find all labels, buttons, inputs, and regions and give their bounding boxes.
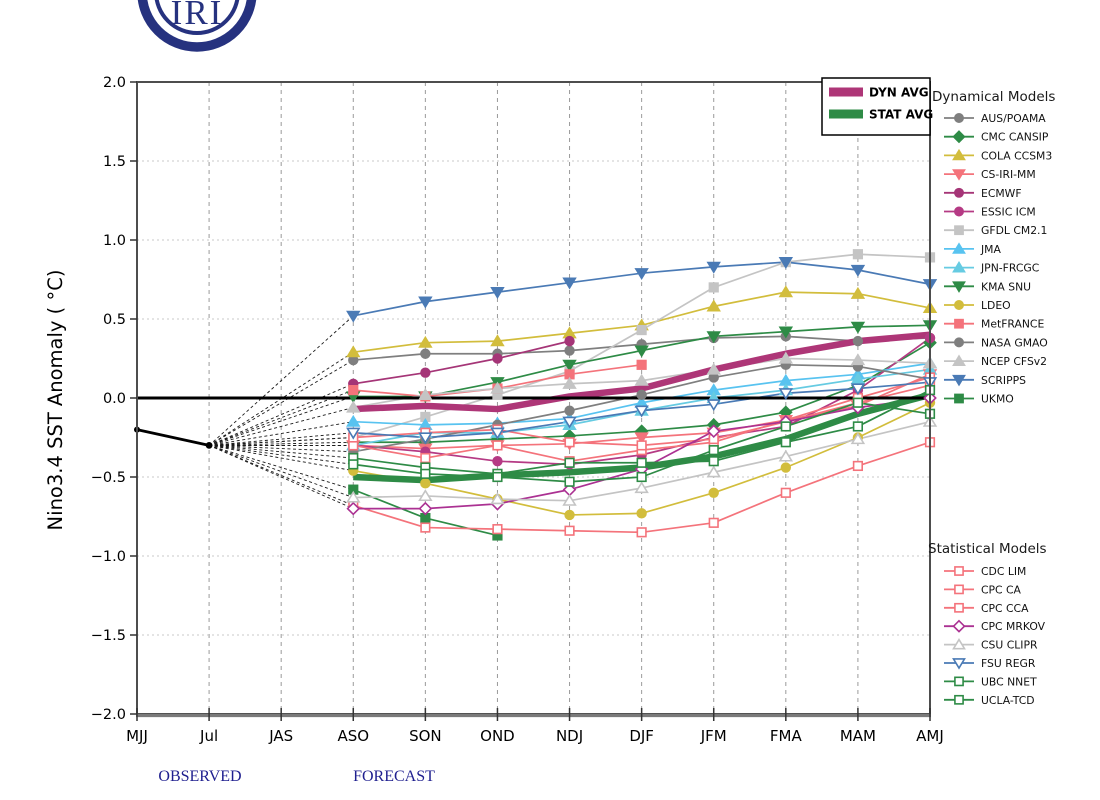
legend-item-label: NASA GMAO (981, 336, 1048, 349)
y-tick-label: −2.0 (91, 707, 126, 723)
x-tick-label: JFM (700, 727, 727, 745)
legend-item: CPC MRKOV (944, 619, 1046, 633)
legend-heading: Dynamical Models (932, 89, 1055, 105)
legend-item-label: CPC CA (981, 583, 1022, 596)
period-labels: OBSERVED FORECAST (158, 768, 435, 785)
observed-line (134, 426, 213, 449)
dynamical-models-legend: Dynamical Models AUS/POAMA CMC CANSIP COLA … (932, 89, 1055, 406)
y-tick-label: −1.0 (91, 549, 126, 565)
legend-item-label: SCRIPPS (981, 374, 1026, 387)
legend-item: CSU CLIPR (944, 638, 1038, 652)
legend-item-label: COLA CCSM3 (981, 149, 1052, 162)
legend-item: CPC CA (944, 583, 1022, 596)
legend-item-label: CS-IRI-MM (981, 168, 1036, 181)
x-tick-label: JAS (268, 727, 293, 745)
legend-item-label: CPC MRKOV (981, 620, 1046, 633)
x-tick-label: OND (480, 727, 515, 745)
forecast-fan-lines (208, 315, 354, 510)
legend-item: CPC CCA (944, 602, 1029, 615)
legend-item-label: JMA (980, 243, 1001, 256)
y-tick-label: 0.0 (103, 391, 126, 407)
legend-item: GFDL CM2.1 (944, 224, 1047, 237)
legend-item: ECMWF (944, 187, 1022, 200)
legend-item: UKMO (944, 393, 1014, 406)
legend-item-label: CPC CCA (981, 602, 1029, 615)
legend-item-label: CDC LIM (981, 565, 1026, 578)
legend-item: MetFRANCE (944, 318, 1044, 331)
statistical-models-legend: Statistical Models CDC LIM CPC CA CPC CCA CP… (928, 541, 1047, 707)
legend-item: COLA CCSM3 (944, 148, 1052, 162)
legend-item-label: JPN-FRCGC (980, 262, 1039, 275)
legend-item-label: CSU CLIPR (981, 639, 1038, 652)
x-tick-label: FMA (770, 727, 803, 745)
legend-item: LDEO (944, 299, 1011, 312)
observed-label: OBSERVED (158, 768, 241, 785)
x-tick-label: NDJ (556, 727, 583, 745)
x-tick-label: AMJ (916, 727, 944, 745)
legend-item-label: GFDL CM2.1 (981, 224, 1047, 237)
legend-item: JPN-FRCGC (944, 261, 1039, 275)
legend-item: AUS/POAMA (944, 112, 1046, 125)
legend-item-label: UCLA-TCD (981, 694, 1035, 707)
legend-item: NCEP CFSv2 (944, 354, 1047, 368)
legend-item: NASA GMAO (944, 336, 1048, 349)
avg-line (353, 331, 931, 413)
y-axis-title: Nino3.4 SST Anomaly ( °C) (44, 270, 67, 531)
x-tick-label: Jul (199, 727, 218, 745)
legend-item: SCRIPPS (944, 374, 1026, 387)
legend-item-label: FSU REGR (981, 657, 1036, 670)
y-tick-label: 1.0 (103, 233, 126, 249)
legend-item-label: AUS/POAMA (981, 112, 1046, 125)
avg-legend-label: DYN AVG (869, 86, 929, 100)
x-tick-label: MJJ (126, 727, 148, 745)
avg-legend-box: DYN AVG STAT AVG (821, 77, 933, 136)
model-series-markers (346, 249, 938, 541)
legend-item: UBC NNET (944, 675, 1037, 688)
x-tick-label: MAM (840, 727, 876, 745)
x-axis: MJJ Jul JAS ASO SON OND NDJ DJF JFM FMA MAM AMJ (126, 708, 944, 745)
legend-item: ESSIC ICM (944, 206, 1036, 219)
x-tick-label: SON (409, 727, 442, 745)
avg-legend-label: STAT AVG (869, 108, 933, 122)
legend-item-label: LDEO (981, 299, 1011, 312)
legend-item-label: ECMWF (981, 187, 1022, 200)
forecast-label: FORECAST (353, 768, 435, 785)
legend-item-label: UKMO (981, 393, 1014, 406)
iri-logo: IRI (137, 0, 257, 52)
y-tick-label: 0.5 (103, 312, 126, 328)
x-tick-label: ASO (337, 727, 369, 745)
legend-item-label: NCEP CFSv2 (981, 355, 1047, 368)
legend-item: CMC CANSIP (944, 130, 1049, 144)
legend-item: UCLA-TCD (944, 694, 1035, 707)
x-tick-label: DJF (629, 727, 654, 745)
legend-item-label: ESSIC ICM (981, 206, 1036, 219)
y-tick-label: 2.0 (103, 75, 126, 91)
y-tick-label: −0.5 (91, 470, 126, 486)
legend-item: CDC LIM (944, 565, 1026, 578)
legend-item-label: KMA SNU (981, 280, 1031, 293)
legend-item: CS-IRI-MM (944, 168, 1036, 181)
legend-item-label: MetFRANCE (981, 318, 1044, 331)
legend-item-label: UBC NNET (981, 675, 1037, 688)
y-tick-label: 1.5 (103, 154, 126, 170)
iri-logo-text: IRI (171, 0, 224, 32)
legend-item-label: CMC CANSIP (981, 131, 1049, 144)
legend-item: JMA (944, 242, 1001, 256)
legend-heading: Statistical Models (928, 541, 1047, 557)
y-axis: 2.0 1.5 1.0 0.5 0.0 −0.5 −1.0 −1.5 −2.0 (91, 75, 137, 723)
legend-item: FSU REGR (944, 657, 1036, 670)
y-tick-label: −1.5 (91, 628, 126, 644)
series-line (353, 340, 570, 385)
legend-item: KMA SNU (944, 280, 1031, 293)
